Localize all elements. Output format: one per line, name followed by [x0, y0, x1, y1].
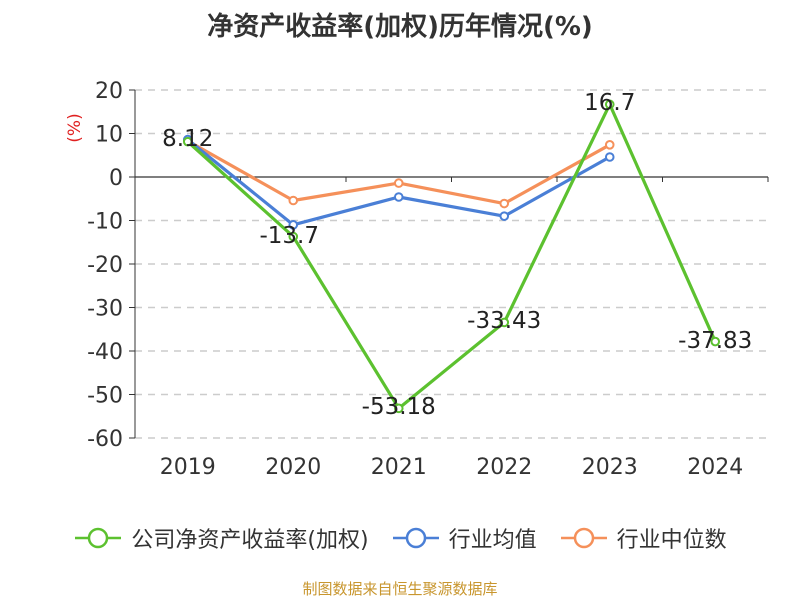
- legend-swatch-icon: [392, 527, 439, 549]
- y-tick-label: -10: [87, 210, 123, 235]
- data-label: 8.12: [162, 126, 213, 152]
- data-point: [393, 403, 404, 414]
- data-point: [499, 198, 510, 209]
- y-tick-label: -60: [87, 427, 123, 452]
- legend-item[interactable]: 公司净资产收益率(加权): [73, 522, 369, 554]
- y-tick-label: 20: [95, 79, 123, 104]
- legend-label: 行业中位数: [616, 528, 727, 553]
- data-label: -37.83: [678, 328, 752, 354]
- data-point: [288, 195, 299, 206]
- data-point: [182, 136, 193, 147]
- x-tick-label: 2021: [371, 455, 427, 480]
- x-tick-label: 2020: [265, 455, 321, 480]
- data-point: [710, 336, 721, 347]
- legend-label: 公司净资产收益率(加权): [131, 528, 369, 553]
- y-tick-label: -50: [87, 384, 123, 409]
- y-tick-label: -40: [87, 340, 123, 365]
- data-point: [604, 140, 615, 150]
- line-chart: 20 10 0 -10 -20 -30 -40 -50 -60 (%) 2019 2020 2021 20…: [65, 79, 769, 480]
- y-axis-label: (%): [65, 113, 85, 142]
- legend: 公司净资产收益率(加权) 行业均值 行业中位数: [0, 520, 800, 556]
- data-label: -13.7: [259, 223, 319, 249]
- y-tick-label: -20: [87, 253, 123, 278]
- data-point: [604, 99, 615, 110]
- series-line: [186, 102, 717, 410]
- legend-swatch-icon: [75, 527, 122, 549]
- y-tick-label: -30: [87, 297, 123, 322]
- y-tick-label: 0: [109, 166, 123, 191]
- data-point: [393, 178, 404, 188]
- y-tick-label: 10: [95, 123, 123, 148]
- legend-item[interactable]: 行业中位数: [559, 522, 727, 554]
- data-label: -33.43: [467, 308, 541, 334]
- x-tick-label: 2023: [582, 455, 638, 480]
- x-tick-label: 2024: [687, 455, 743, 480]
- x-tick-label: 2022: [476, 455, 532, 480]
- chart-title: 净资产收益率(加权)历年情况(%): [207, 12, 593, 42]
- data-point: [288, 231, 299, 242]
- data-point: [499, 211, 510, 221]
- source-note: 制图数据来自恒生聚源数据库: [302, 580, 498, 598]
- data-point: [604, 152, 615, 162]
- legend-label: 行业均值: [448, 528, 537, 553]
- data-point: [288, 220, 299, 230]
- data-label: 16.7: [584, 90, 635, 116]
- data-label: -53.18: [362, 394, 436, 420]
- data-point: [499, 317, 510, 328]
- legend-item[interactable]: 行业均值: [391, 522, 537, 554]
- legend-swatch-icon: [560, 527, 607, 549]
- data-point: [393, 192, 404, 202]
- x-tick-label: 2019: [160, 455, 216, 480]
